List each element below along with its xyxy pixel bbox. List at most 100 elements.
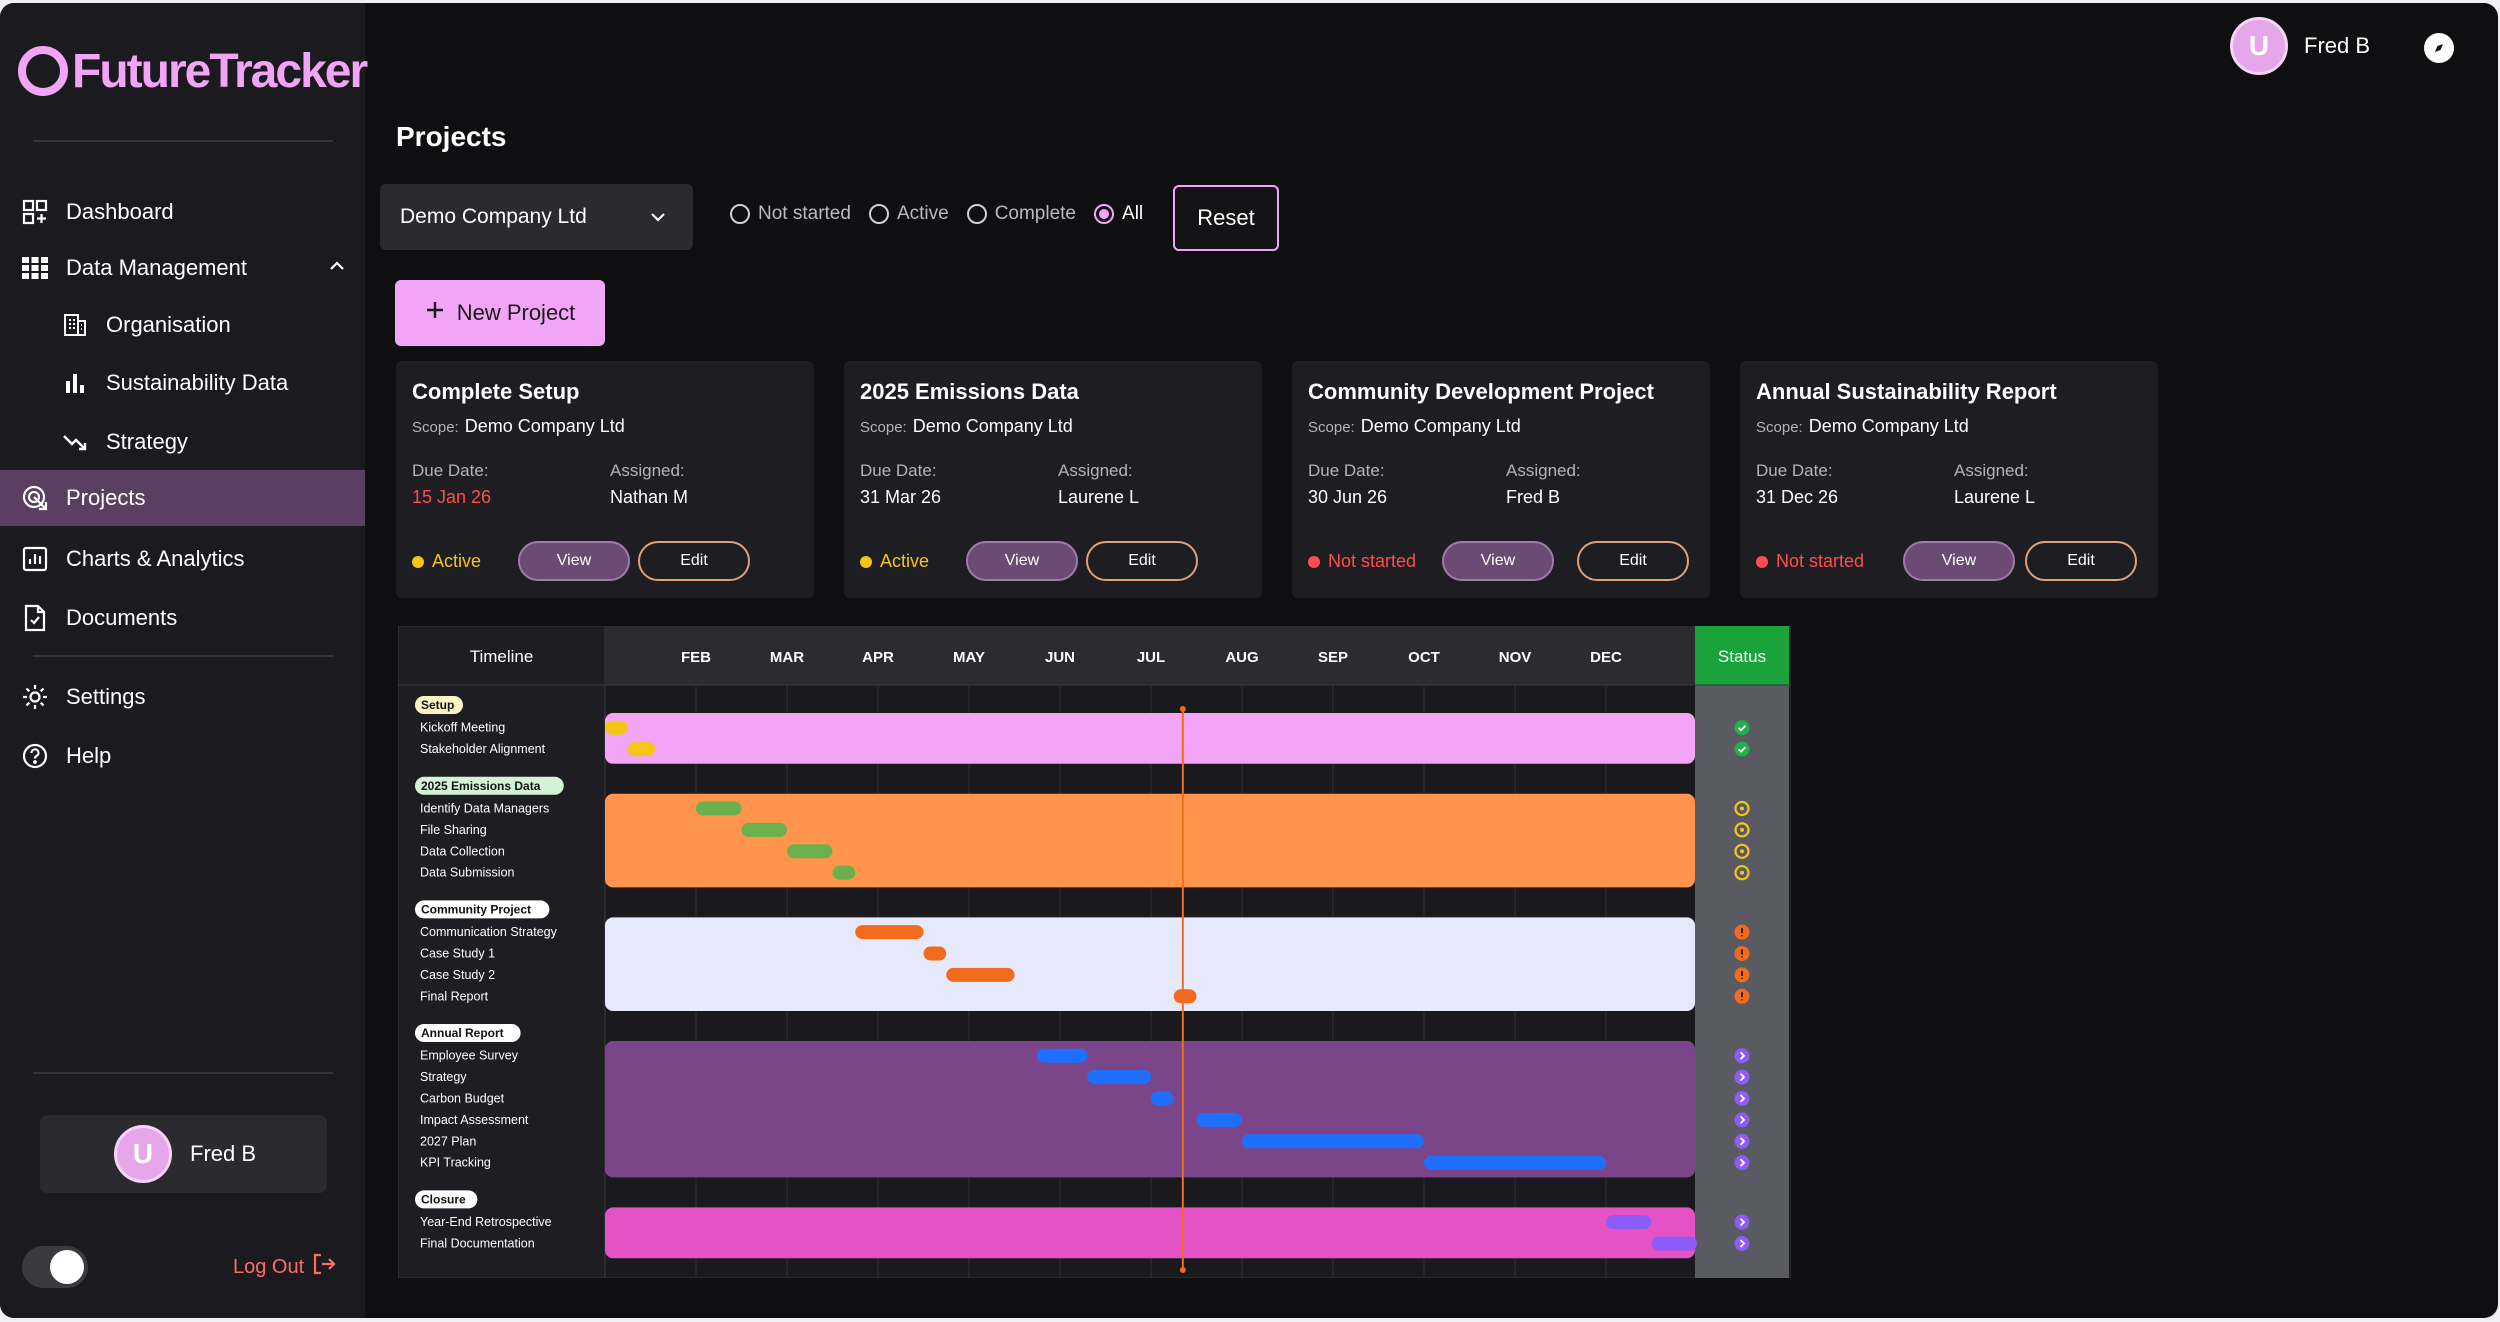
timeline-chart: Timeline Status FEB MAR APR MAY JUN JUL AUG SEP OC… (398, 626, 1791, 1278)
sidebar-item-label: Documents (66, 605, 178, 630)
task-label: 2027 Plan (420, 1134, 476, 1148)
task-bar (923, 946, 947, 961)
status-dot-icon (1308, 555, 1320, 568)
group-tag-label: Setup (421, 698, 454, 712)
status-arrow-icon (1734, 1236, 1750, 1251)
sidebar-item-label: Strategy (106, 429, 188, 454)
group-tag-label: Closure (421, 1192, 466, 1206)
project-card[interactable]: Complete Setup Scope: Demo Company Ltd Du… (396, 361, 814, 598)
filter-not-started[interactable]: Not started (730, 203, 851, 225)
trend-down-icon (58, 425, 92, 459)
chevron-up-icon[interactable] (327, 256, 347, 282)
logout-button[interactable]: Log Out (233, 1253, 336, 1281)
group-tag (415, 776, 564, 795)
edit-button[interactable]: Edit (1577, 541, 1689, 581)
sidebar-item-label: Charts & Analytics (66, 546, 245, 571)
project-title: Community Development Project (1308, 379, 1654, 404)
sidebar-item-sustainability-data[interactable]: Sustainability Data (0, 355, 365, 411)
status-label: Not started (1776, 551, 1865, 571)
sidebar-item-documents[interactable]: Documents (0, 590, 365, 646)
task-label: Data Submission (420, 866, 515, 880)
new-project-label: New Project (456, 300, 576, 325)
plus-icon (425, 300, 445, 326)
filter-all[interactable]: All (1094, 203, 1143, 225)
task-label: Impact Assessment (420, 1113, 529, 1127)
reset-button[interactable]: Reset (1173, 185, 1279, 251)
month-label: NOV (1499, 649, 1532, 666)
timeline-header-label: Timeline (470, 647, 534, 666)
assigned-label: Assigned: (1058, 461, 1133, 480)
task-bar (1606, 1215, 1652, 1230)
project-card[interactable]: Annual Sustainability Report Scope: Demo … (1740, 361, 2158, 598)
status-header (1695, 626, 1789, 685)
status-alert-icon (1734, 946, 1750, 961)
status-alert-icon (1734, 988, 1750, 1004)
status-filter: Not started Active Complete All (730, 203, 1161, 225)
compass-icon[interactable] (2424, 33, 2454, 63)
view-button[interactable]: View (966, 541, 1078, 581)
sidebar-item-strategy[interactable]: Strategy (0, 414, 365, 470)
filter-active[interactable]: Active (868, 203, 949, 225)
status-arrow-icon (1734, 1091, 1750, 1106)
project-card[interactable]: Community Development Project Scope: Demo… (1292, 361, 1710, 598)
radio-icon (730, 204, 750, 224)
theme-toggle[interactable] (22, 1246, 88, 1288)
edit-button[interactable]: Edit (2025, 541, 2137, 581)
sidebar-item-help[interactable]: Help (0, 728, 365, 784)
task-label: Case Study 2 (420, 968, 495, 982)
month-label: JUL (1137, 649, 1165, 666)
sidebar-item-projects[interactable]: Projects (0, 470, 365, 526)
new-project-button[interactable]: New Project (395, 280, 605, 346)
radio-selected-icon (1094, 204, 1115, 224)
sidebar-item-charts-analytics[interactable]: Charts & Analytics (0, 531, 365, 587)
task-bar (1037, 1048, 1088, 1063)
due-date-label: Due Date: (1308, 461, 1385, 480)
task-bar (1151, 1091, 1174, 1106)
sidebar-item-dashboard[interactable]: Dashboard (0, 184, 365, 240)
sidebar-item-data-management[interactable]: Data Management (0, 240, 365, 296)
month-label: JUN (1045, 649, 1075, 666)
company-select-value: Demo Company Ltd (400, 205, 587, 228)
filter-label: Complete (994, 203, 1077, 224)
divider (33, 655, 333, 657)
task-label: Stakeholder Alignment (420, 742, 546, 756)
logout-label: Log Out (233, 1255, 305, 1278)
month-label: SEP (1318, 649, 1348, 666)
chevron-down-icon (649, 208, 667, 232)
group-band (605, 713, 1695, 764)
today-marker-top (1179, 706, 1186, 712)
status-arrow-icon (1734, 1112, 1750, 1128)
edit-button[interactable]: Edit (1086, 541, 1198, 581)
sidebar-item-organisation[interactable]: Organisation (0, 297, 365, 353)
month-label: MAY (953, 649, 985, 666)
project-card[interactable]: 2025 Emissions Data Scope: Demo Company L… (844, 361, 1262, 598)
sidebar-user-card[interactable]: U Fred B (40, 1115, 327, 1193)
month-label: MAR (770, 649, 804, 666)
radio-icon (868, 204, 889, 224)
company-select[interactable]: Demo Company Ltd (380, 184, 693, 250)
sidebar-item-settings[interactable]: Settings (0, 669, 365, 725)
document-icon (18, 601, 52, 635)
view-button[interactable]: View (518, 541, 630, 581)
project-scope: Scope: Demo Company Ltd (1308, 416, 1521, 437)
grid-icon (18, 251, 52, 285)
sidebar-item-label: Settings (66, 684, 146, 709)
view-button[interactable]: View (1903, 541, 2015, 581)
project-scope: Scope: Demo Company Ltd (1756, 416, 1969, 437)
edit-button[interactable]: Edit (638, 541, 750, 581)
logo[interactable]: FutureTracker (18, 43, 368, 99)
project-scope: Scope: Demo Company Ltd (860, 416, 1073, 437)
filter-complete[interactable]: Complete (966, 203, 1077, 225)
sidebar-item-label: Projects (66, 485, 146, 510)
header-user[interactable]: U Fred B (2230, 17, 2370, 75)
avatar: U (114, 1125, 172, 1183)
filter-label: Active (896, 203, 949, 224)
task-bar (1087, 1070, 1151, 1085)
assigned-value: Fred B (1506, 487, 1561, 507)
view-button[interactable]: View (1442, 541, 1554, 581)
status-badge: Active (412, 551, 481, 572)
status-alert-icon (1734, 924, 1750, 940)
scope-label: Scope: (860, 419, 907, 436)
status-label: Active (432, 551, 482, 571)
scope-value: Demo Company Ltd (464, 416, 625, 436)
